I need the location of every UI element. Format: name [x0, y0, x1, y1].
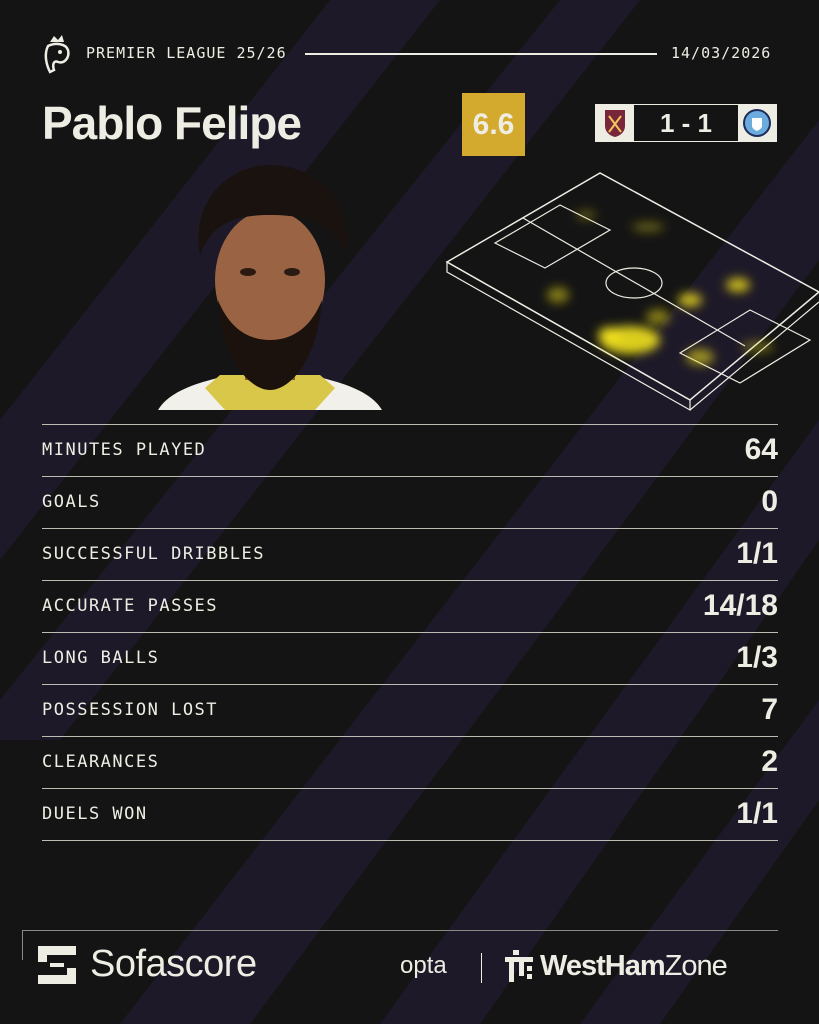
westhamzone-logo-icon	[505, 950, 533, 982]
premier-league-lion-icon	[44, 35, 70, 74]
westhamzone-brand: WestHamZone	[540, 950, 728, 983]
stat-label: ACCURATE PASSES	[42, 596, 219, 616]
stat-value: 1/3	[736, 641, 778, 674]
opta-brand: opta	[400, 952, 447, 979]
stat-row: MINUTES PLAYED 64	[42, 424, 778, 477]
stat-row: DUELS WON 1/1	[42, 788, 778, 841]
player-name: Pablo Felipe	[42, 97, 302, 149]
table-divider	[42, 840, 778, 841]
heatmap-pitch	[445, 172, 819, 412]
stat-row: CLEARANCES 2	[42, 736, 778, 789]
sofascore-logo-icon	[38, 946, 76, 984]
man-city-crest-icon	[738, 105, 776, 141]
score: 1 - 1	[659, 107, 713, 138]
footer-divider-vertical	[22, 930, 23, 960]
footer-separator	[481, 953, 482, 983]
halfway-line	[522, 217, 746, 347]
stat-label: LONG BALLS	[42, 648, 160, 668]
match-score-box: 1 - 1	[595, 104, 777, 142]
stat-label: CLEARANCES	[42, 752, 160, 772]
stat-value: 2	[761, 745, 778, 778]
outlet-light: Zone	[664, 950, 728, 982]
stat-label: GOALS	[42, 492, 101, 512]
league-label: PREMIER LEAGUE 25/26	[86, 44, 287, 62]
stat-row: SUCCESSFUL DRIBBLES 1/1	[42, 528, 778, 581]
player-photo	[158, 165, 382, 410]
sofascore-brand: Sofascore	[90, 943, 257, 985]
stat-value: 0	[761, 485, 778, 518]
stat-row: POSSESSION LOST 7	[42, 684, 778, 737]
heatmap-blobs	[547, 210, 774, 365]
pitch-outline	[445, 172, 819, 401]
rating-badge: 6.6	[462, 93, 525, 156]
stat-label: DUELS WON	[42, 804, 148, 824]
west-ham-crest-icon	[596, 105, 634, 141]
outlet-bold: WestHam	[540, 950, 666, 982]
stat-value: 14/18	[702, 589, 778, 622]
stat-row: LONG BALLS 1/3	[42, 632, 778, 685]
stat-value: 1/1	[736, 797, 778, 830]
stat-label: MINUTES PLAYED	[42, 440, 207, 460]
stat-row: ACCURATE PASSES 14/18	[42, 580, 778, 633]
stat-row: GOALS 0	[42, 476, 778, 529]
header-divider	[305, 53, 657, 55]
stat-value: 1/1	[736, 537, 778, 570]
stat-value: 64	[744, 433, 778, 466]
stat-value: 7	[761, 693, 778, 726]
stat-label: POSSESSION LOST	[42, 700, 219, 720]
match-date: 14/03/2026	[671, 44, 772, 62]
stat-label: SUCCESSFUL DRIBBLES	[42, 544, 265, 564]
footer-divider	[22, 930, 778, 931]
